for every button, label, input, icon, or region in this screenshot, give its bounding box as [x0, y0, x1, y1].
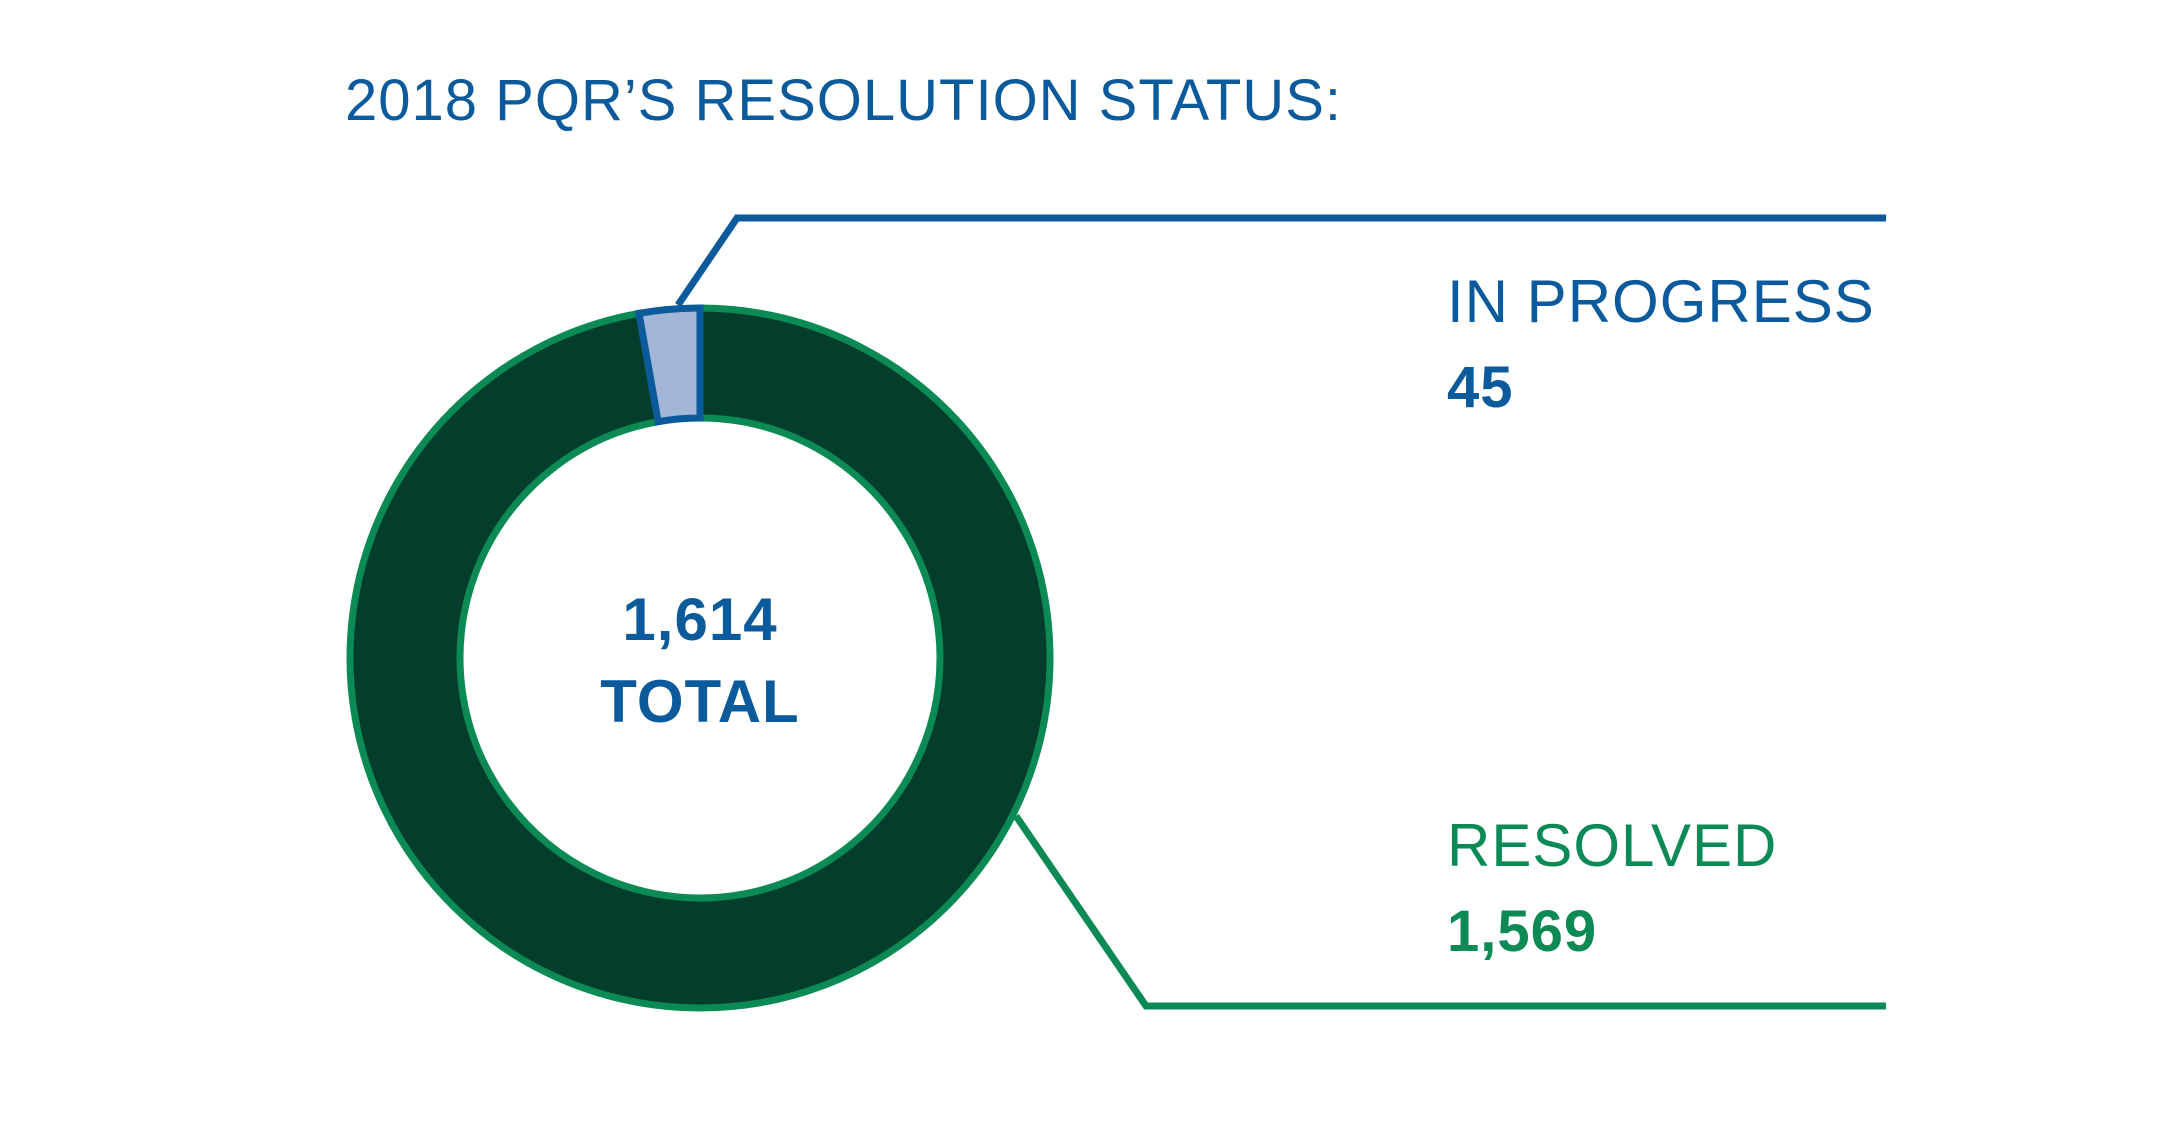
- in-progress-callout-line: [675, 214, 1886, 307]
- in-progress-label: IN PROGRESS: [1447, 268, 1875, 335]
- slice-resolved: [346, 304, 1054, 1012]
- resolved-value: 1,569: [1447, 899, 1597, 964]
- resolved-callout-line: [1013, 814, 1886, 1010]
- chart-title: 2018 PQR’S RESOLUTION STATUS:: [345, 68, 1342, 133]
- resolved-label: RESOLVED: [1447, 812, 1777, 879]
- slice-in-progress: [634, 304, 704, 426]
- total-label: TOTAL: [600, 668, 799, 735]
- donut-slices: [346, 304, 1054, 1012]
- in-progress-value: 45: [1447, 355, 1514, 420]
- total-value: 1,614: [622, 586, 777, 653]
